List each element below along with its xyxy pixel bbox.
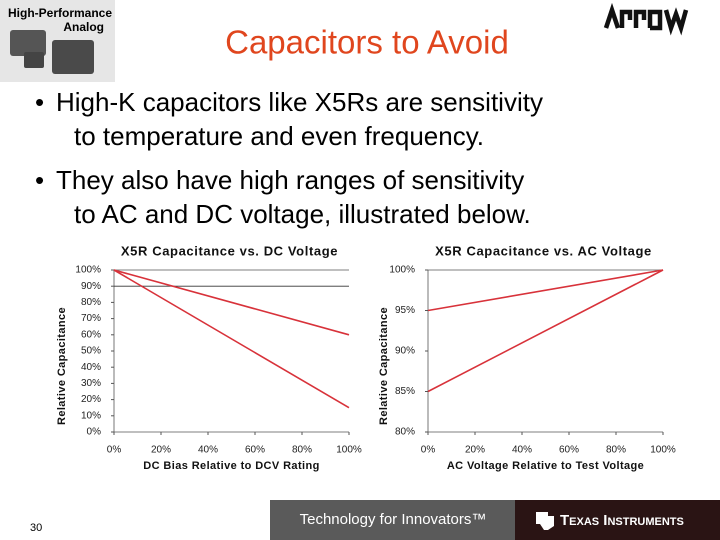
page-number: 30 <box>30 522 42 534</box>
x-tick-label: 80% <box>292 445 312 456</box>
slide-title: Capacitors to Avoid <box>225 24 509 61</box>
y-tick-label: 80% <box>81 297 101 308</box>
data-line <box>113 269 350 336</box>
tagline: Technology for Innovators™ <box>300 511 487 528</box>
y-axis-label: Relative Capacitance <box>56 307 68 425</box>
y-tick-label: 90% <box>395 346 415 357</box>
x-tick-label: 20% <box>465 445 485 456</box>
x-tick-label: 60% <box>559 445 579 456</box>
x-tick-label: 40% <box>512 445 532 456</box>
chip-icon <box>10 30 46 56</box>
bullet-text: to temperature and even frequency. <box>74 121 484 151</box>
y-tick-label: 50% <box>81 346 101 357</box>
x-tick-label: 100% <box>336 445 362 456</box>
x-tick-label: 0% <box>421 445 436 456</box>
y-tick-label: 80% <box>395 427 415 438</box>
y-tick-label: 100% <box>75 265 101 276</box>
x-axis-label: AC Voltage Relative to Test Voltage <box>447 460 644 472</box>
x-tick-label: 20% <box>151 445 171 456</box>
y-tick-label: 40% <box>81 362 101 373</box>
y-tick-label: 90% <box>81 281 101 292</box>
chip-icon <box>52 40 94 74</box>
x-tick-label: 40% <box>198 445 218 456</box>
arrow-logo <box>603 2 689 36</box>
data-line <box>427 269 664 393</box>
y-tick-label: 60% <box>81 329 101 340</box>
x-axis-label: DC Bias Relative to DCV Rating <box>143 460 319 472</box>
x-tick-label: 60% <box>245 445 265 456</box>
ti-logo <box>536 512 554 530</box>
company: Texas Instruments <box>560 512 684 529</box>
x-tick-label: 80% <box>606 445 626 456</box>
y-tick-label: 0% <box>87 427 102 438</box>
bullet-text: They also have high ranges of sensitivit… <box>56 165 524 195</box>
x-tick-label: 0% <box>107 445 122 456</box>
y-tick-label: 30% <box>81 378 101 389</box>
x-tick-label: 100% <box>650 445 676 456</box>
chart-title: X5R Capacitance vs. DC Voltage <box>121 243 338 258</box>
y-axis-label: Relative Capacitance <box>378 307 390 425</box>
y-tick-label: 10% <box>81 410 101 421</box>
bullet-dot: • <box>35 165 44 195</box>
chip-icon <box>24 52 44 68</box>
chart-title: X5R Capacitance vs. AC Voltage <box>435 243 652 258</box>
y-tick-label: 20% <box>81 394 101 405</box>
y-tick-label: 85% <box>395 386 415 397</box>
bullet-dot: • <box>35 87 44 117</box>
y-tick-label: 95% <box>395 305 415 316</box>
y-tick-label: 70% <box>81 313 101 324</box>
logo-text: High-Performance <box>8 6 112 20</box>
bullet-text: High-K capacitors like X5Rs are sensitiv… <box>56 87 543 117</box>
logo-text: Analog <box>63 20 104 34</box>
footer-bar <box>270 500 515 540</box>
y-tick-label: 100% <box>389 265 415 276</box>
data-line <box>427 269 664 312</box>
bullet-text: to AC and DC voltage, illustrated below. <box>74 199 531 229</box>
data-line <box>113 269 350 409</box>
